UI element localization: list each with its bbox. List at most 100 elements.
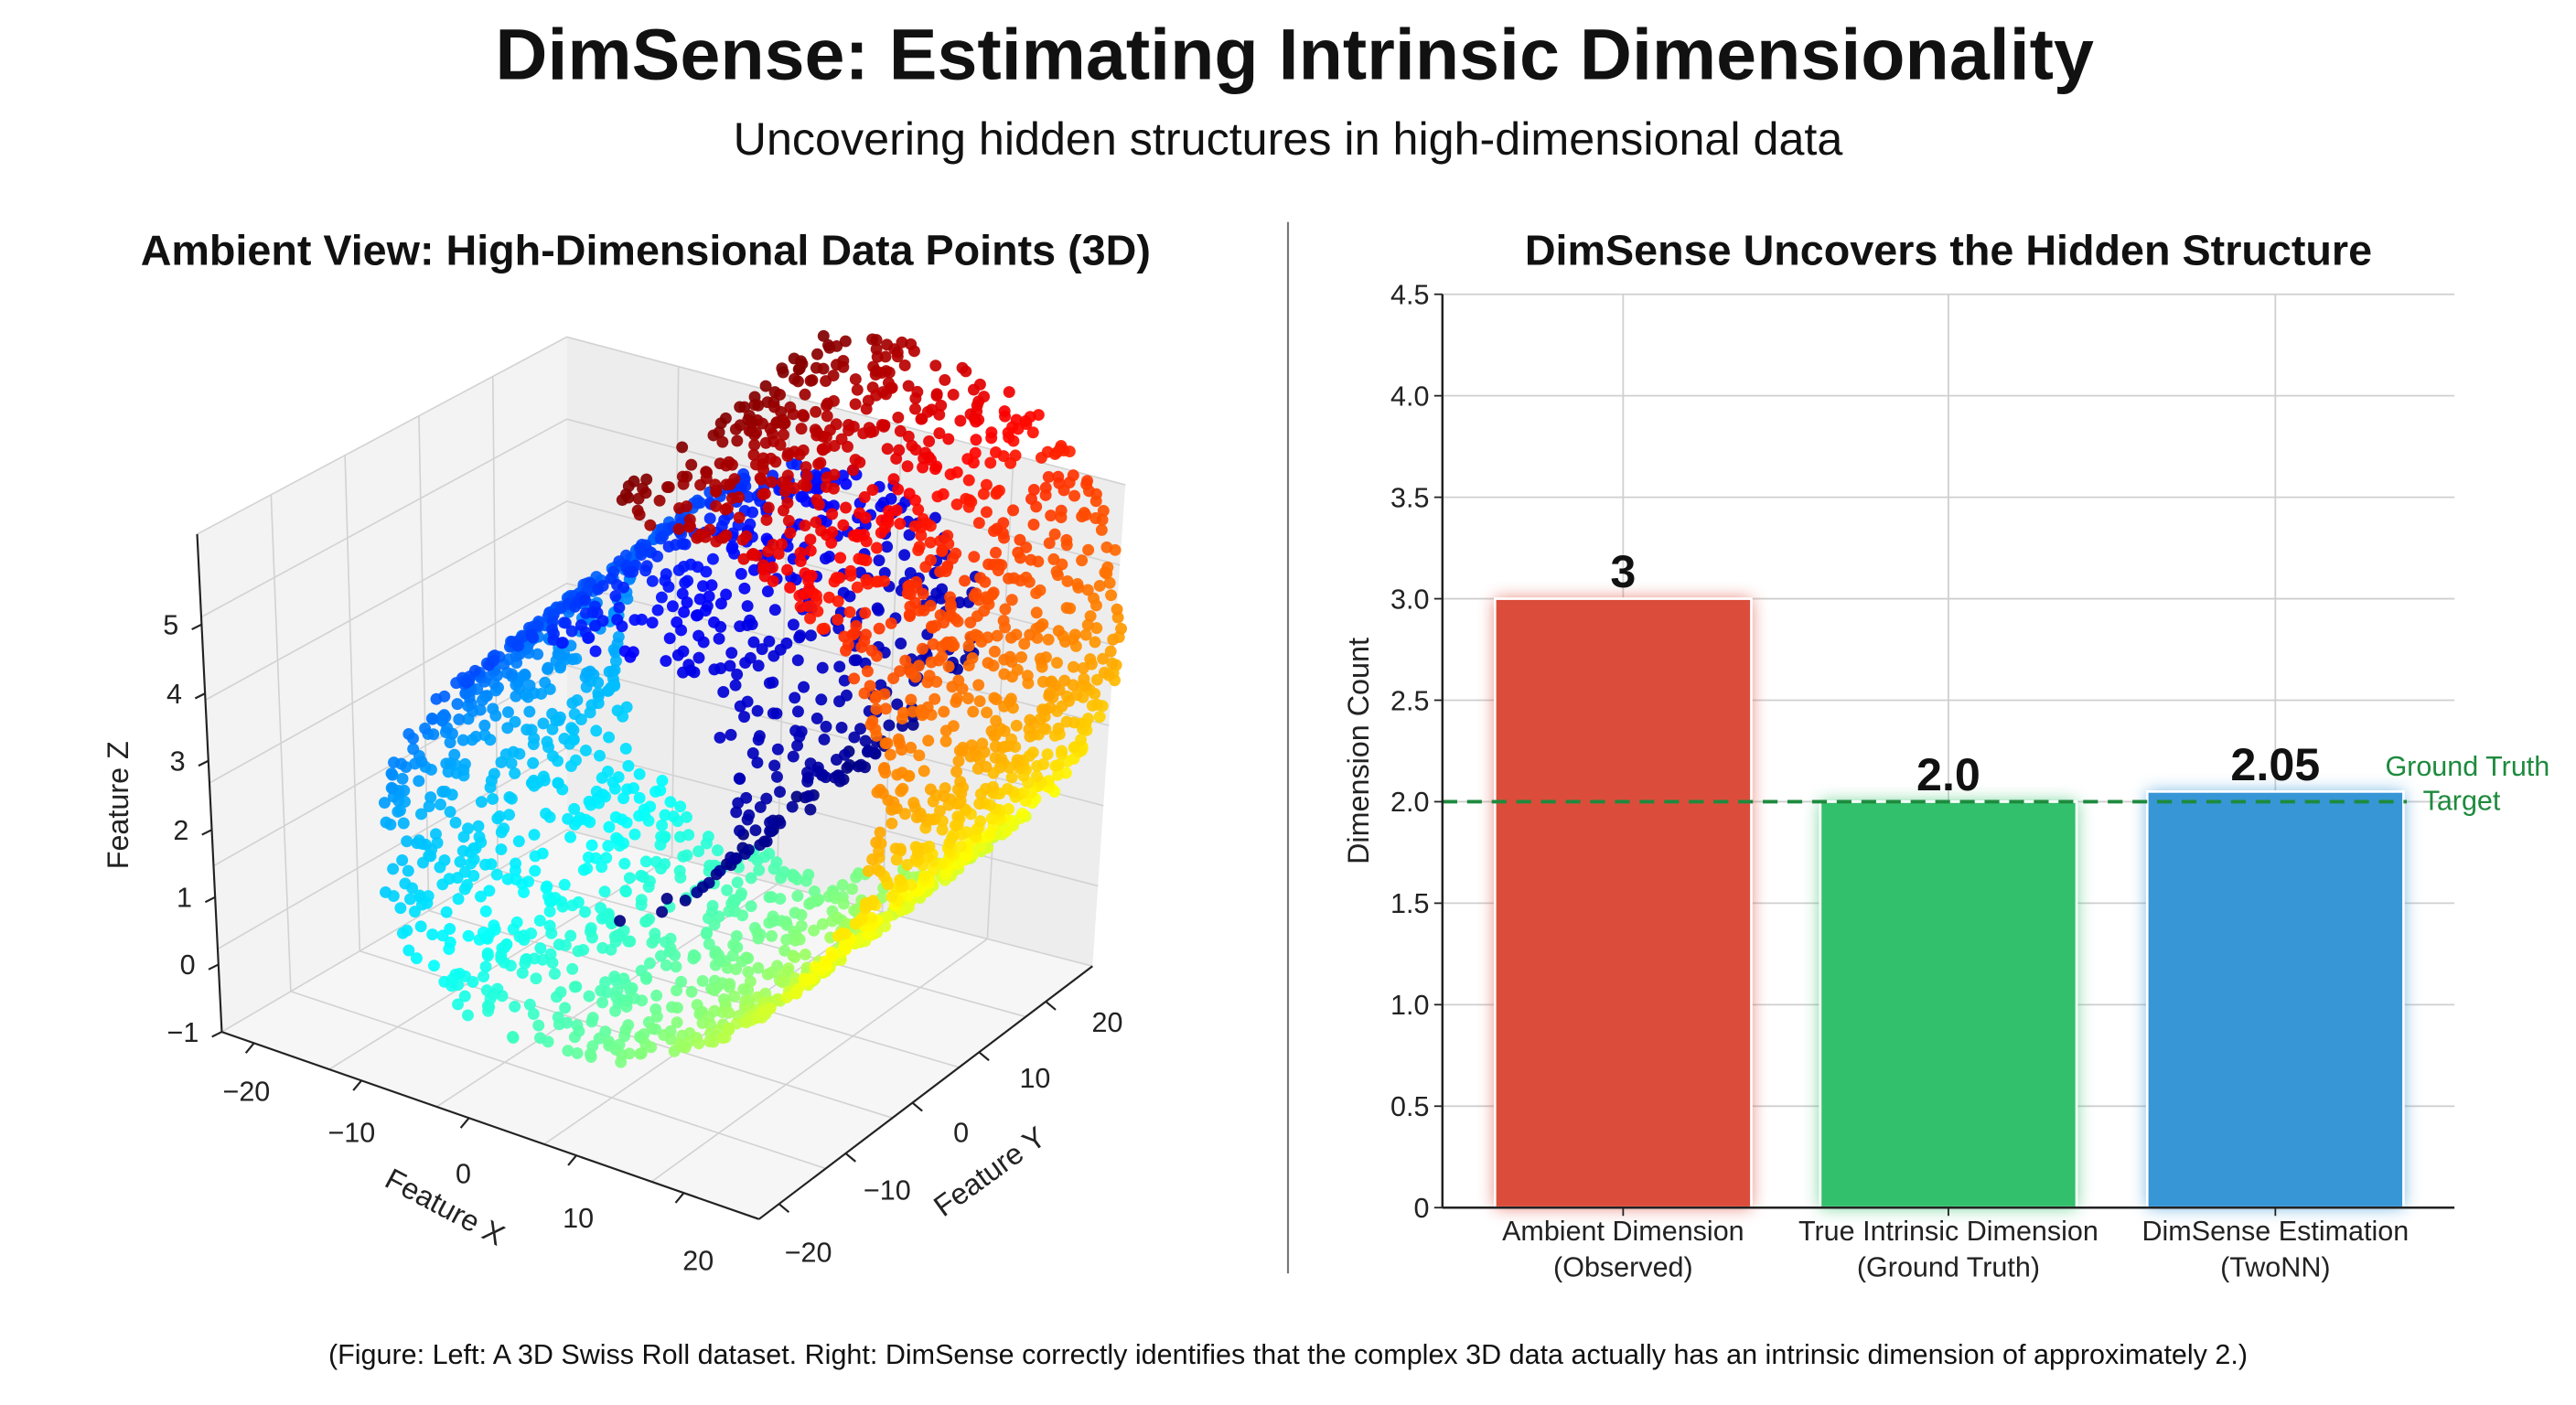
data-point: [440, 757, 453, 770]
data-point: [566, 697, 579, 710]
data-point: [838, 674, 851, 687]
data-point: [549, 968, 561, 980]
x-tick-label: 10: [563, 1203, 594, 1234]
data-point: [825, 536, 838, 549]
data-point: [640, 972, 652, 985]
data-point: [567, 724, 580, 736]
data-point: [751, 756, 764, 769]
data-point: [886, 803, 898, 816]
data-point: [799, 949, 811, 960]
data-point: [848, 672, 861, 685]
data-point: [546, 723, 559, 735]
data-point: [723, 981, 735, 993]
data-point: [989, 751, 1002, 764]
data-point: [692, 845, 705, 858]
data-point: [886, 890, 898, 903]
data-point: [962, 500, 975, 513]
data-point: [764, 825, 777, 838]
data-point: [860, 574, 873, 586]
data-point: [794, 555, 807, 568]
data-point: [650, 855, 662, 868]
data-point: [829, 771, 842, 784]
data-point: [870, 702, 883, 715]
data-point: [415, 808, 427, 820]
data-point: [782, 514, 795, 527]
data-point: [804, 533, 817, 546]
data-point: [761, 585, 774, 598]
data-point: [762, 545, 775, 558]
data-point: [503, 809, 516, 821]
data-point: [646, 574, 659, 587]
data-point: [617, 581, 630, 594]
data-point: [676, 587, 689, 600]
x-tick-label: True Intrinsic Dimension: [1798, 1216, 2098, 1247]
data-point: [1031, 760, 1044, 772]
data-point: [810, 425, 823, 438]
data-point: [703, 876, 715, 889]
data-point: [901, 858, 914, 871]
data-point: [731, 668, 744, 681]
data-point: [710, 499, 723, 512]
bar-value-label: 3: [1610, 545, 1636, 597]
data-point: [615, 1056, 628, 1068]
z-tick: [204, 896, 216, 904]
z-tick: [211, 1031, 222, 1038]
data-point: [732, 797, 745, 810]
data-point: [775, 872, 788, 885]
data-point: [805, 629, 817, 642]
scatter-points: [378, 329, 1128, 1068]
data-point: [510, 649, 522, 662]
data-point: [639, 855, 652, 868]
data-point: [428, 960, 440, 972]
data-point: [700, 928, 713, 940]
data-point: [961, 453, 974, 466]
data-point: [1036, 703, 1048, 716]
data-point: [444, 806, 456, 819]
data-point: [922, 735, 935, 747]
data-point: [789, 986, 802, 999]
data-point: [901, 460, 914, 473]
data-point: [793, 448, 806, 461]
data-point: [622, 935, 635, 948]
data-point: [509, 1000, 521, 1013]
reference-line-label-2: Target: [2423, 786, 2501, 817]
x-tick: [352, 1079, 362, 1091]
y-tick: [911, 1101, 923, 1112]
data-point: [947, 388, 960, 401]
data-point: [495, 756, 508, 768]
data-point: [633, 509, 646, 521]
data-point: [767, 707, 779, 720]
data-point: [720, 478, 733, 491]
data-point: [811, 605, 824, 617]
data-point: [1027, 483, 1040, 496]
data-point: [950, 819, 961, 831]
data-point: [992, 564, 1004, 577]
data-point: [757, 1005, 769, 1018]
data-point: [1052, 625, 1065, 638]
data-point: [820, 431, 832, 444]
data-point: [704, 1018, 717, 1031]
data-point: [734, 700, 746, 713]
data-point: [720, 459, 733, 472]
data-point: [1015, 650, 1027, 663]
data-point: [954, 840, 967, 853]
data-point: [655, 949, 667, 962]
data-point: [784, 527, 797, 540]
data-point: [758, 488, 771, 500]
data-point: [1068, 489, 1080, 502]
data-point: [766, 561, 778, 574]
data-point: [771, 743, 784, 756]
data-point: [851, 531, 864, 543]
data-point: [818, 733, 831, 745]
data-point: [529, 850, 542, 863]
data-point: [646, 937, 659, 949]
data-point: [1050, 565, 1063, 578]
x-tick: [244, 1042, 255, 1054]
data-point: [998, 531, 1010, 544]
data-point: [913, 749, 926, 762]
data-point: [633, 791, 646, 804]
data-point: [950, 766, 963, 778]
data-point: [840, 644, 853, 657]
data-point: [907, 345, 920, 358]
data-point: [456, 734, 469, 746]
